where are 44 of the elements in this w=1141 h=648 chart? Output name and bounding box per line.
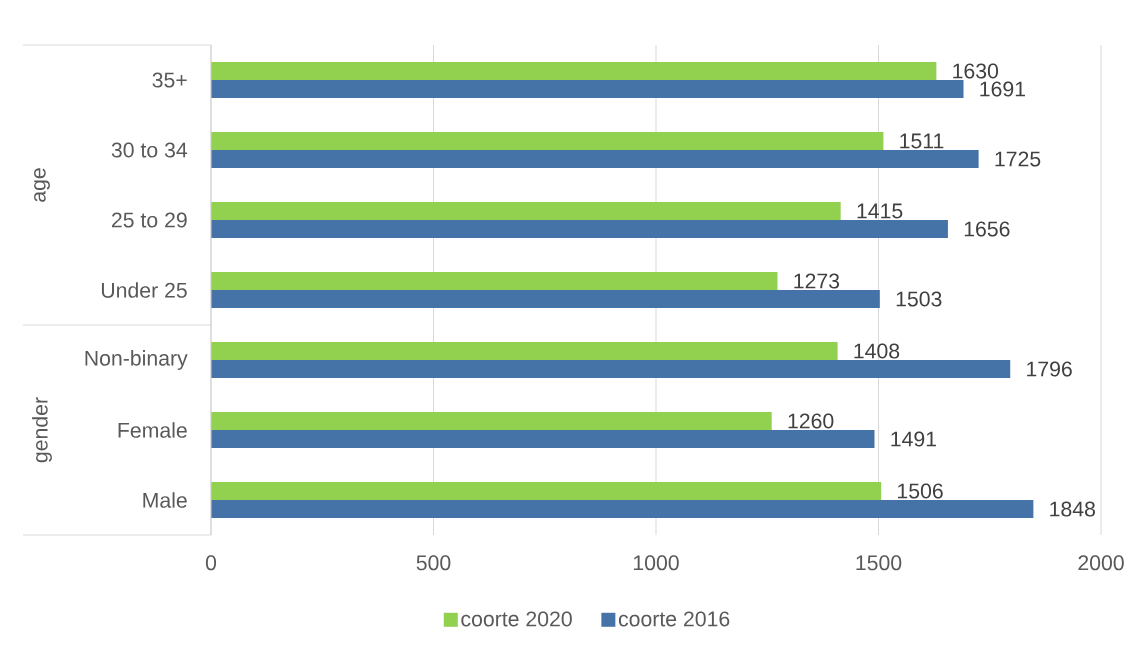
x-tick-label: 0 (205, 555, 217, 571)
bar (211, 342, 838, 361)
x-tick-label: 1000 (633, 555, 679, 571)
y-tick-label: 35+ (152, 72, 187, 88)
data-label: 1848 (1050, 501, 1095, 517)
data-label: 1725 (995, 151, 1041, 167)
data-label: 1415 (857, 203, 903, 219)
data-label: 1260 (788, 413, 834, 429)
y-tick-label: Female (118, 422, 187, 438)
text: gender (32, 397, 52, 463)
bar (211, 132, 884, 151)
bar (211, 220, 948, 239)
text: age (34, 168, 50, 202)
data-label: 1506 (898, 483, 943, 499)
legend-label: coorte 2016 (618, 611, 730, 627)
bar (211, 360, 1011, 379)
bar (211, 482, 882, 501)
data-label: 1408 (854, 343, 900, 359)
bar (211, 500, 1034, 519)
bar (211, 272, 778, 291)
data-label: 1491 (891, 431, 936, 447)
y-tick-label: Male (143, 492, 187, 508)
bar (211, 62, 937, 81)
data-label: 1511 (900, 133, 944, 149)
y-tick-label: Under 25 (101, 282, 187, 298)
bar (211, 412, 772, 431)
x-tick-label: 2000 (1078, 555, 1124, 571)
legend-label: coorte 2020 (461, 611, 572, 627)
data-label: 1503 (896, 291, 942, 307)
data-label: 1691 (980, 81, 1025, 97)
y-tick-label: 30 to 34 (111, 142, 188, 158)
bar (211, 430, 875, 449)
bar (211, 290, 880, 309)
data-label: 1630 (953, 63, 999, 79)
x-tick-label: 1500 (856, 555, 902, 571)
x-tick-label: 500 (416, 555, 451, 571)
data-label: 1273 (794, 273, 840, 289)
bar (211, 150, 979, 169)
bar (211, 202, 841, 221)
y-tick-label: Non-binary (85, 350, 188, 370)
y-tick-label: 25 to 29 (111, 212, 187, 228)
data-label: 1656 (964, 221, 1010, 237)
data-label: 1796 (1027, 361, 1072, 377)
bar (211, 80, 964, 99)
